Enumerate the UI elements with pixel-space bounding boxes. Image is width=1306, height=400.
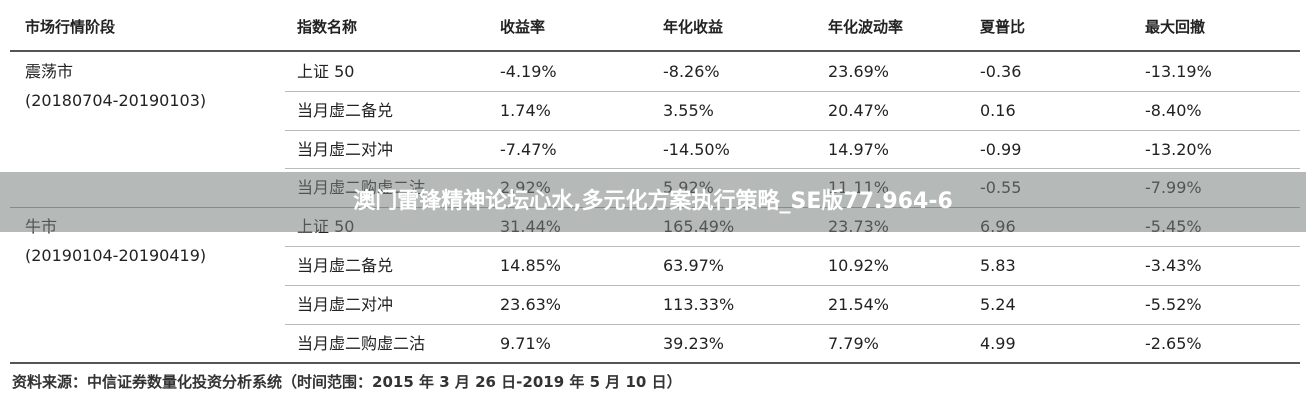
cell: 当月虚二购虚二沽 xyxy=(297,333,426,353)
cell: -3.43% xyxy=(1145,256,1202,275)
row-rule xyxy=(285,168,1300,170)
cell: 14.85% xyxy=(500,256,562,275)
row-rule xyxy=(285,90,1300,92)
header-cell: 年化波动率 xyxy=(828,18,904,36)
cell: -5.52% xyxy=(1145,294,1202,314)
cell: -13.19% xyxy=(1145,62,1212,81)
cell: 当月虚二备兑 xyxy=(297,256,394,275)
header-cell: 夏普比 xyxy=(980,18,1026,36)
cell: -0.36 xyxy=(980,62,1022,81)
cell: 当月虚二对冲 xyxy=(297,139,394,159)
row-rule xyxy=(285,246,1300,247)
group-label: 震荡市 xyxy=(25,62,74,81)
cell: 当月虚二对冲 xyxy=(297,294,394,314)
cell: 23.63% xyxy=(500,294,562,314)
cell: -0.99 xyxy=(980,139,1022,159)
row-rule xyxy=(285,129,1300,131)
group-period: (20190104-20190419) xyxy=(25,246,207,266)
cell: 4.99 xyxy=(980,333,1016,353)
cell: 20.47% xyxy=(828,100,890,120)
cell: 上证 50 xyxy=(297,62,355,81)
cell: 7.79% xyxy=(828,333,879,353)
cell: 5.24 xyxy=(980,294,1016,314)
header-cell: 最大回撤 xyxy=(1145,18,1206,36)
cell: 0.16 xyxy=(980,100,1016,120)
cell: -7.47% xyxy=(500,139,557,159)
cell: -2.65% xyxy=(1145,333,1202,353)
cell: 39.23% xyxy=(663,333,725,353)
group-rule xyxy=(10,362,1300,365)
cell: -13.20% xyxy=(1145,139,1212,159)
cell: -4.19% xyxy=(500,62,557,81)
banner: 澳门雷锋精神论坛心水,多元化方案执行策略_SE版77.964-6 xyxy=(0,172,1306,232)
cell: 14.97% xyxy=(828,139,890,159)
cell: 1.74% xyxy=(500,100,551,120)
cell: 63.97% xyxy=(663,256,725,275)
header-cell: 收益率 xyxy=(500,18,546,36)
cell: 21.54% xyxy=(828,294,890,314)
header-cell: 指数名称 xyxy=(297,18,358,36)
row-rule xyxy=(285,284,1300,286)
source-note: 资料来源：中信证券数量化投资分析系统（时间范围：2015 年 3 月 26 日-… xyxy=(12,373,682,391)
group-period: (20180704-20190103) xyxy=(25,91,207,110)
cell: 113.33% xyxy=(663,294,735,314)
cell: 10.92% xyxy=(828,256,890,275)
cell: 23.69% xyxy=(828,62,890,81)
cell: 5.83 xyxy=(980,256,1016,275)
cell: -8.26% xyxy=(663,62,720,81)
header-rule xyxy=(10,50,1300,52)
header-cell: 市场行情阶段 xyxy=(25,18,116,36)
cell: -8.40% xyxy=(1145,100,1202,120)
header-cell: 年化收益 xyxy=(663,18,724,36)
row-rule xyxy=(285,323,1300,325)
cell: 9.71% xyxy=(500,333,551,353)
cell: 3.55% xyxy=(663,100,714,120)
cell: 当月虚二备兑 xyxy=(297,100,394,120)
cell: -14.50% xyxy=(663,139,730,159)
